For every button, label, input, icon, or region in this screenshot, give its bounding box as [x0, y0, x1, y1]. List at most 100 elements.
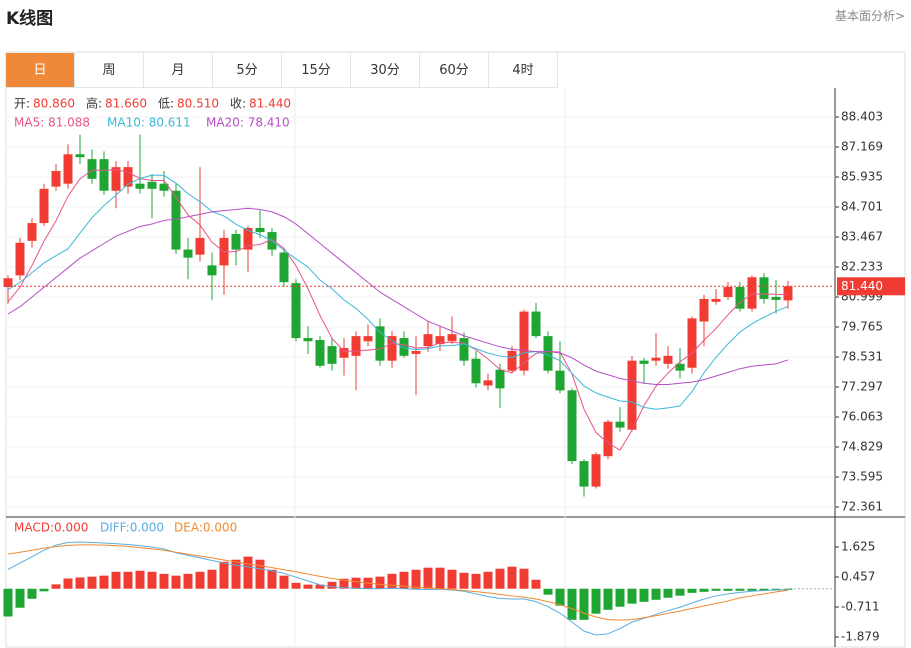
macd-bar [39, 588, 49, 592]
candle-body [363, 336, 373, 342]
tab[interactable]: 30分 [351, 53, 420, 88]
legend-entry: MA5: 81.088 [14, 116, 90, 130]
candle-body [735, 287, 745, 309]
candle-body [51, 171, 61, 187]
macd-bar [147, 571, 157, 589]
macd-bar [507, 566, 517, 589]
candle-body [243, 227, 253, 250]
candle-body [375, 326, 385, 361]
legend-entry: DEA:0.000 [174, 521, 237, 535]
candle-body [75, 154, 85, 158]
candle-body [495, 369, 505, 389]
macd-bar [639, 588, 649, 602]
macd-bar [279, 575, 289, 589]
fundamental-link[interactable]: 基本面分析> [834, 9, 905, 23]
y-tick-label: 73.595 [841, 470, 883, 484]
macd-bar [651, 588, 661, 600]
macd-bar [339, 578, 349, 589]
candle-body [135, 183, 145, 189]
candle-body [471, 358, 481, 384]
candle-body [279, 252, 289, 283]
macd-bar [99, 575, 109, 589]
macd-bar [603, 588, 613, 610]
legend-entry: MA20: 78.410 [206, 116, 290, 130]
macd-bar [423, 567, 433, 589]
macd-bar [759, 588, 769, 591]
macd-bar [747, 588, 757, 591]
candle-body [411, 350, 421, 354]
candle-body [579, 461, 589, 487]
macd-bar [519, 568, 529, 589]
candle-body [447, 334, 457, 342]
candle-body [663, 355, 673, 364]
macd-bar [327, 581, 337, 589]
candle-body [555, 370, 565, 391]
macd-bar [483, 571, 493, 589]
candle-body [567, 390, 577, 462]
candle-body [723, 287, 733, 297]
macd-bar [675, 588, 685, 596]
macd-bar [471, 573, 481, 589]
macd-bar [231, 559, 241, 589]
current-price-box [837, 277, 905, 296]
macd-bar [543, 588, 553, 595]
candle-body [171, 190, 181, 250]
macd-bar [315, 584, 325, 589]
macd-bar [195, 571, 205, 589]
legend-entry: MA10: 80.611 [107, 116, 191, 130]
macd-bar [627, 588, 637, 604]
candle-body [255, 227, 265, 233]
y-tick-label: 72.361 [841, 500, 883, 514]
candle-body [111, 167, 121, 191]
y-tick-label: 78.531 [841, 350, 883, 364]
candle-body [615, 421, 625, 428]
macd-bar [687, 588, 697, 593]
candle-body [687, 318, 697, 368]
macd-bar [171, 575, 181, 589]
tab[interactable]: 5分 [213, 53, 282, 88]
line-series [7, 169, 789, 451]
macd-bar [711, 588, 721, 591]
tab[interactable]: 60分 [420, 53, 489, 88]
candle-body [39, 188, 49, 224]
candle-body [231, 234, 241, 250]
y-tick-label: 79.765 [841, 320, 883, 334]
info-label: 开: [14, 97, 30, 111]
macd-bar [135, 570, 145, 589]
tab[interactable]: 月 [144, 53, 213, 88]
candle-body [303, 338, 313, 342]
macd-bar [591, 588, 601, 614]
tab[interactable]: 15分 [282, 53, 351, 88]
macd-bar [435, 567, 445, 589]
macd-bar [3, 588, 13, 617]
info-value: 81.440 [249, 97, 291, 111]
candle-body [195, 237, 205, 255]
macd-bar [183, 573, 193, 589]
candle-body [15, 242, 25, 276]
tab[interactable]: 4时 [489, 53, 558, 88]
macd-bar [555, 588, 565, 606]
info-label: 收: [230, 97, 246, 111]
candle-body [291, 283, 301, 339]
macd-bar [399, 571, 409, 589]
chart-frame [5, 51, 906, 648]
macd-bar [579, 588, 589, 620]
y-tick-label: 88.403 [841, 110, 883, 124]
candle-body [627, 360, 637, 430]
macd-bar [459, 572, 469, 589]
candle-body [87, 159, 97, 179]
line-series [7, 174, 789, 410]
macd-bar [783, 588, 793, 590]
macd-bar [771, 588, 781, 590]
tab[interactable]: 日 [6, 53, 75, 88]
macd-bar [723, 588, 733, 591]
macd-bar [615, 588, 625, 607]
tab[interactable]: 周 [75, 53, 144, 88]
macd-bar [567, 588, 577, 620]
y-tick-label: 85.935 [841, 170, 883, 184]
candle-body [123, 167, 133, 187]
y-tick-label: 74.829 [841, 440, 883, 454]
candle-body [639, 360, 649, 364]
tab-bar: 日周月 5分 15分 30分 60分 4时 [6, 53, 558, 88]
